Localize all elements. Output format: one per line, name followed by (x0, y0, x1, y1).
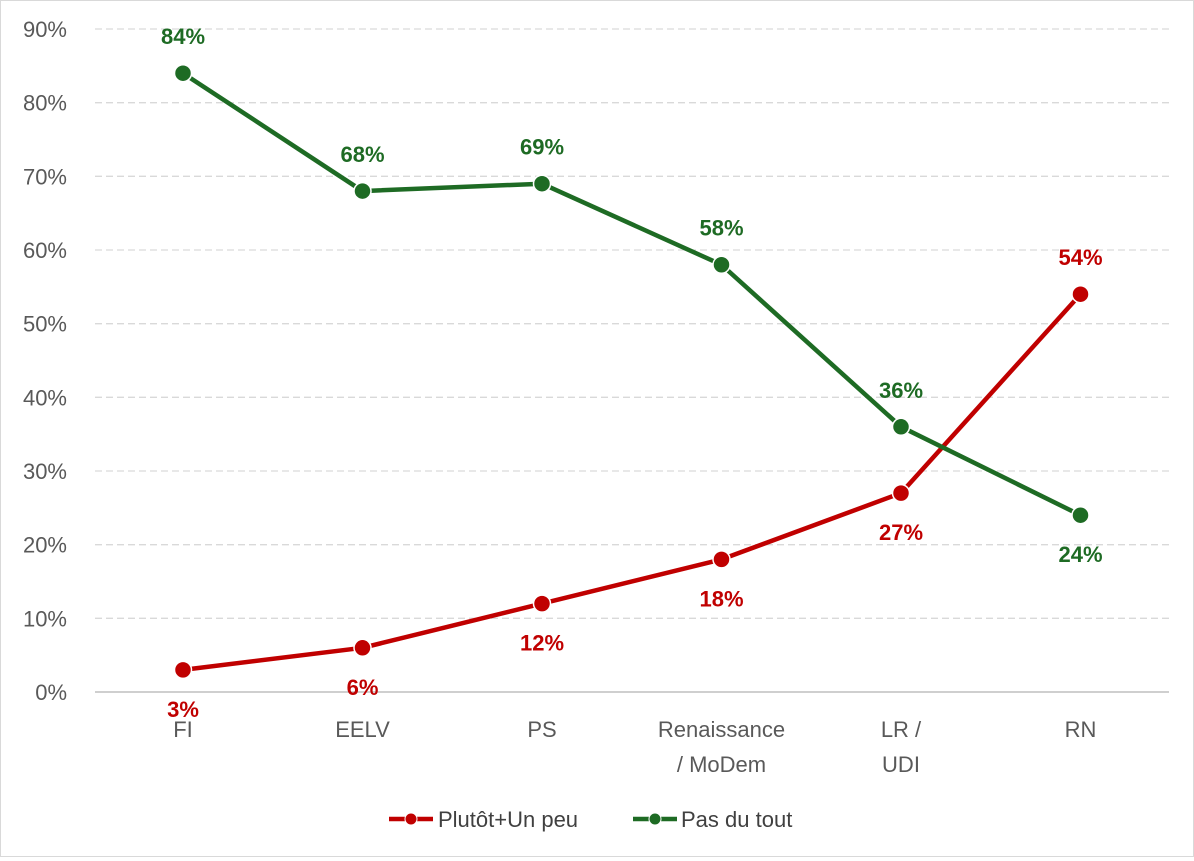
data-label-s1-1: 68% (340, 142, 384, 167)
data-labels: 3% 6% 12% 18% 27% 54% 84% 68% 69% 58% 36% 24% (161, 24, 1103, 722)
data-point-s0-5 (1071, 284, 1090, 304)
y-tick-label-70: 70% (23, 164, 67, 189)
data-point-s1-2 (532, 174, 552, 193)
x-tick-label-line: RN (1065, 717, 1097, 742)
x-tick-label-line: FI (173, 717, 193, 742)
x-tick-label-line: PS (527, 717, 556, 742)
y-tick-label-40: 40% (23, 385, 67, 410)
x-tick-label-line: UDI (882, 752, 920, 777)
gridlines (95, 28, 1169, 619)
data-label-s0-4: 27% (879, 520, 923, 545)
data-label-s1-4: 36% (879, 378, 923, 403)
series-line-1 (180, 70, 1083, 518)
series-line-0 (180, 291, 1083, 673)
data-point-s0-2 (532, 594, 552, 613)
data-point-s0-3 (712, 550, 731, 569)
data-label-s0-0: 3% (167, 697, 199, 722)
y-tick-label-0: 0% (35, 680, 67, 705)
legend-label-0: Plutôt+Un peu (438, 807, 578, 832)
x-tick-label-line: / MoDem (677, 752, 766, 777)
y-tick-label-90: 90% (23, 17, 67, 42)
x-tick-label-2: PS (527, 717, 556, 742)
y-tick-label-30: 30% (23, 459, 67, 484)
x-tick-label-line: LR / (881, 717, 922, 742)
axes: 0% 10% 20% 30% 40% 50% 60% 70% 80% 90% FI EELV PS Ren… (23, 17, 1169, 777)
data-point-s1-3 (712, 255, 731, 274)
data-point-s0-0 (173, 660, 193, 680)
data-label-s0-5: 54% (1058, 245, 1102, 270)
legend-marker-1 (648, 812, 662, 826)
data-label-s1-0: 84% (161, 24, 205, 49)
data-label-s0-3: 18% (699, 586, 743, 611)
legend: Plutôt+Un peu Pas du tout (389, 807, 792, 832)
y-tick-label-50: 50% (23, 312, 67, 337)
y-tick-label-60: 60% (23, 238, 67, 263)
data-label-s0-1: 6% (347, 675, 379, 700)
legend-marker-0 (404, 812, 418, 826)
x-tick-label-0: FI (173, 717, 193, 742)
data-label-s0-2: 12% (520, 631, 564, 656)
legend-label-1: Pas du tout (681, 807, 792, 832)
y-tick-label-80: 80% (23, 91, 67, 116)
data-point-s0-1 (353, 638, 372, 658)
x-tick-label-line: Renaissance (658, 717, 785, 742)
x-tick-label-5: RN (1065, 717, 1097, 742)
data-point-s0-4 (891, 483, 911, 503)
x-tick-label-4: LR / UDI (881, 717, 922, 777)
data-label-s1-2: 69% (520, 135, 564, 160)
data-point-s1-4 (891, 417, 911, 437)
x-tick-label-3: Renaissance / MoDem (658, 717, 785, 777)
series (173, 63, 1090, 680)
data-label-s1-5: 24% (1058, 542, 1102, 567)
y-tick-label-10: 10% (23, 606, 67, 631)
data-point-s1-5 (1071, 505, 1090, 525)
x-tick-label-line: EELV (335, 717, 390, 742)
data-label-s1-3: 58% (699, 216, 743, 241)
y-tick-label-20: 20% (23, 533, 67, 558)
data-point-s1-0 (173, 63, 193, 83)
x-tick-label-1: EELV (335, 717, 390, 742)
data-point-s1-1 (353, 181, 372, 201)
